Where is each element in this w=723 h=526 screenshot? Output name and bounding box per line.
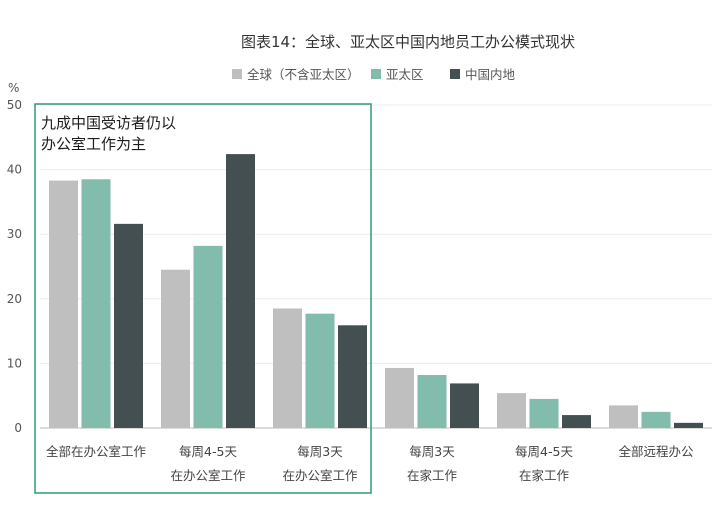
bar <box>674 422 703 428</box>
bar <box>81 179 111 428</box>
x-tick-label: 每周4-5天 <box>179 444 237 459</box>
bar <box>114 223 143 428</box>
bar <box>562 415 591 428</box>
y-axis-unit: % <box>8 81 19 95</box>
x-tick-label: 每周3天 <box>297 444 343 459</box>
x-axis-labels: 全部在办公室工作 每周4-5天在办公室工作每周3天在办公室工作每周3天在家工作每周… <box>46 444 694 483</box>
bar <box>385 367 414 428</box>
y-tick-label: 20 <box>7 292 22 306</box>
bar <box>529 398 559 428</box>
legend-swatch <box>371 69 381 79</box>
y-tick-label: 0 <box>14 421 22 435</box>
x-tick-label: 全部在办公室工作 <box>46 444 147 459</box>
x-tick-label: 每周3天 <box>409 444 455 459</box>
x-tick-label: 在家工作 <box>407 468 458 483</box>
bar <box>273 308 302 428</box>
legend: 全球（不含亚太区） 亚太区 中国内地 <box>232 67 516 82</box>
bar <box>497 393 526 428</box>
y-axis-ticks: 0 10 20 30 40 50 <box>7 98 22 435</box>
bar <box>338 325 367 428</box>
bar <box>609 405 638 428</box>
bars <box>49 154 703 428</box>
y-tick-label: 40 <box>7 163 22 177</box>
legend-label: 全球（不含亚太区） <box>247 67 360 82</box>
x-tick-label: 在办公室工作 <box>282 468 358 483</box>
bar <box>226 154 255 428</box>
highlight-box <box>34 103 372 494</box>
y-tick-label: 50 <box>7 98 22 112</box>
bar <box>161 269 190 428</box>
x-tick-label: 在家工作 <box>519 468 570 483</box>
y-tick-label: 10 <box>7 356 22 370</box>
bar <box>417 375 447 428</box>
bar <box>641 411 671 428</box>
legend-swatch <box>232 69 242 79</box>
x-tick-label: 每周4-5天 <box>515 444 573 459</box>
bar <box>193 245 223 428</box>
annotation-text: 九成中国受访者仍以 <box>41 114 176 132</box>
bar <box>450 383 479 428</box>
chart-title: 图表14：全球、亚太区中国内地员工办公模式现状 <box>241 33 575 51</box>
bar <box>49 180 78 428</box>
annotation-text: 办公室工作为主 <box>41 135 146 153</box>
x-tick-label: 全部远程办公 <box>618 444 694 459</box>
legend-swatch <box>450 69 460 79</box>
gridlines <box>40 104 712 429</box>
y-tick-label: 30 <box>7 227 22 241</box>
x-tick-label: 在办公室工作 <box>170 468 246 483</box>
bar <box>305 313 335 428</box>
legend-label: 亚太区 <box>386 67 424 82</box>
legend-label: 中国内地 <box>465 67 516 82</box>
